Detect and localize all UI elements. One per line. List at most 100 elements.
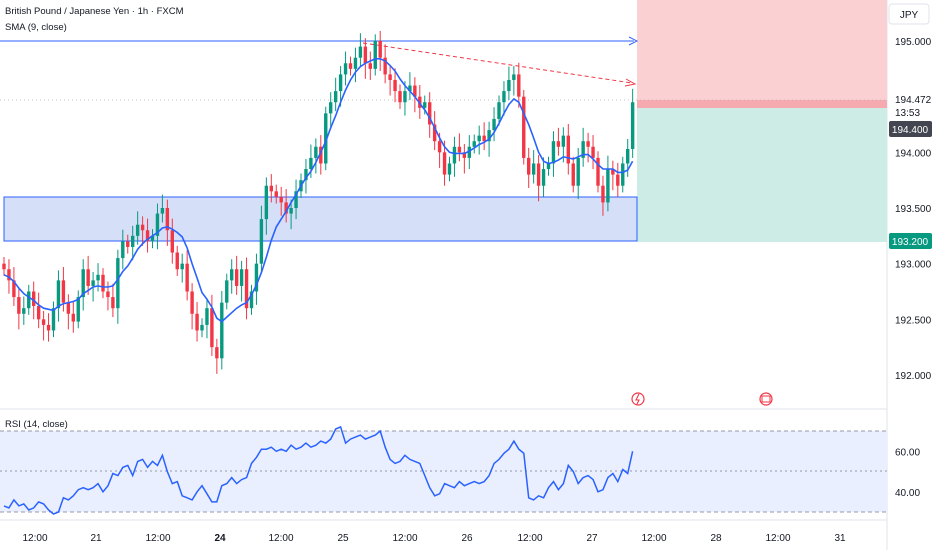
candle-body xyxy=(437,141,442,153)
candle-body xyxy=(145,230,150,242)
rsi-legend[interactable]: RSI (14, close) xyxy=(5,419,68,430)
candle-body xyxy=(596,157,600,186)
currency-badge[interactable] xyxy=(888,3,930,25)
time-tick-label: 12:00 xyxy=(641,533,666,544)
lightning-glyph-icon xyxy=(635,393,640,405)
candle-body xyxy=(32,291,36,306)
candle-body xyxy=(180,263,184,270)
currency-label: JPY xyxy=(900,10,919,21)
candle-body xyxy=(621,163,625,186)
time-tick-label: 21 xyxy=(90,533,102,544)
sma-legend[interactable]: SMA (9, close) xyxy=(5,22,67,33)
time-tick-label: 31 xyxy=(834,533,846,544)
candle-body xyxy=(358,46,363,58)
candle-body xyxy=(284,202,288,214)
candle-body xyxy=(140,224,145,231)
candle-body xyxy=(368,63,372,69)
candle-body xyxy=(348,63,353,69)
candle-body xyxy=(131,235,135,247)
candle-body xyxy=(244,269,249,309)
candle-body xyxy=(230,269,234,281)
candle-body xyxy=(462,152,467,158)
candle-body xyxy=(289,208,293,214)
chart-title[interactable]: British Pound / Japanese Yen · 1h · FXCM xyxy=(5,6,184,17)
candle-body xyxy=(432,124,437,142)
entry-price-label: 194.400 xyxy=(892,125,929,136)
candle-body xyxy=(165,208,170,231)
candle-body xyxy=(175,252,179,270)
candle-body xyxy=(81,269,85,298)
stop-loss-zone xyxy=(637,0,887,100)
candle-body xyxy=(51,308,56,331)
candle-body xyxy=(517,74,521,97)
candle-body xyxy=(398,91,402,103)
time-tick-label: 24 xyxy=(214,533,226,544)
candle-body xyxy=(234,269,239,286)
candle-body xyxy=(611,169,615,175)
time-tick-label: 12:00 xyxy=(392,533,417,544)
candle-body xyxy=(96,274,100,281)
price-axis[interactable]: 195.000194.500194.000193.500193.000192.5… xyxy=(895,37,932,382)
candle-body xyxy=(46,324,51,331)
candle-body xyxy=(626,148,630,164)
candle-body xyxy=(225,280,229,303)
candle-body xyxy=(106,291,110,298)
candle-body xyxy=(210,308,214,348)
candle-body xyxy=(333,91,338,103)
candle-body xyxy=(309,157,313,170)
price-tick-label: 193.000 xyxy=(895,260,932,271)
trend-line-dashed[interactable] xyxy=(362,42,633,84)
candle-body xyxy=(601,185,605,203)
support-zone[interactable] xyxy=(3,196,638,242)
candle-body xyxy=(512,74,516,80)
candle-body xyxy=(428,102,432,125)
candle-body xyxy=(264,185,269,220)
candle-body xyxy=(487,130,491,142)
candle-body xyxy=(541,169,546,186)
price-tick-label: 195.000 xyxy=(895,37,932,48)
candle-body xyxy=(606,169,610,203)
candle-body xyxy=(294,191,298,208)
candle-body xyxy=(205,308,209,325)
entry-price-label-bg xyxy=(889,121,932,137)
candle-body xyxy=(27,291,31,309)
candle-body xyxy=(254,263,259,292)
lightning-event-icon[interactable] xyxy=(631,392,645,406)
candle-body xyxy=(215,347,219,359)
candle-body xyxy=(527,157,531,175)
rsi-axis[interactable]: 60.00 40.00 xyxy=(895,447,920,499)
candle-body xyxy=(522,96,526,158)
candle-body xyxy=(269,185,273,192)
candle-body xyxy=(22,308,26,314)
time-tick-label: 12:00 xyxy=(145,533,170,544)
candle-body xyxy=(546,163,551,170)
candle-body xyxy=(502,91,506,103)
candle-body xyxy=(259,219,264,264)
candle-body xyxy=(586,141,590,147)
candle-body xyxy=(616,174,620,186)
candle-body xyxy=(413,85,417,97)
candle-body xyxy=(556,141,561,147)
ray-arrow-icon xyxy=(628,36,639,46)
candle-body xyxy=(220,302,224,359)
candle-body xyxy=(41,319,46,325)
candle-body xyxy=(170,230,174,253)
price-tick-label: 192.000 xyxy=(895,371,932,382)
candle-body xyxy=(561,135,566,147)
time-tick-label: 26 xyxy=(461,533,473,544)
candle-body xyxy=(423,102,427,108)
candle-body xyxy=(581,141,585,158)
price-tick-label: 193.500 xyxy=(895,204,932,215)
candle-body xyxy=(86,269,90,286)
candle-body xyxy=(314,146,318,158)
candle-body xyxy=(353,57,358,69)
candle-body xyxy=(66,302,71,314)
rsi-line xyxy=(3,425,634,515)
time-axis[interactable]: 12:00 21 12:00 24 12:00 25 12:00 26 12:00 27 12:00… xyxy=(22,533,846,544)
candle-body xyxy=(56,280,61,309)
candle-body xyxy=(195,313,199,331)
bar-countdown: 13:53 xyxy=(895,108,920,119)
candle-body xyxy=(566,135,570,164)
time-tick-label: 12:00 xyxy=(765,533,790,544)
